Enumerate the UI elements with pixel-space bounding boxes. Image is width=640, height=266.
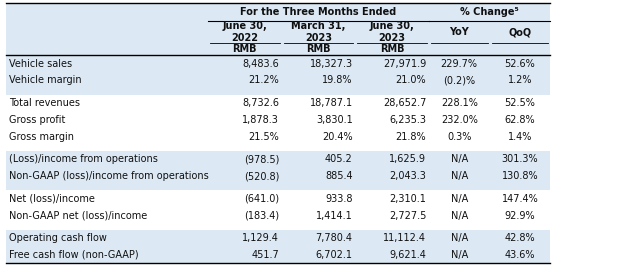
Text: 933.8: 933.8 — [325, 194, 353, 204]
Text: N/A: N/A — [451, 154, 468, 164]
Text: 130.8%: 130.8% — [502, 171, 538, 181]
Text: 52.6%: 52.6% — [504, 59, 536, 69]
Text: 1,414.1: 1,414.1 — [316, 210, 353, 221]
Text: (978.5): (978.5) — [244, 154, 279, 164]
Text: 8,732.6: 8,732.6 — [242, 98, 279, 108]
Text: 9,621.4: 9,621.4 — [389, 250, 426, 260]
Text: (Loss)/income from operations: (Loss)/income from operations — [9, 154, 158, 164]
Text: June 30,
2022: June 30, 2022 — [223, 21, 267, 43]
Text: 18,787.1: 18,787.1 — [310, 98, 353, 108]
Text: 2,043.3: 2,043.3 — [389, 171, 426, 181]
Bar — [6, 55, 550, 72]
Text: 2,727.5: 2,727.5 — [389, 210, 426, 221]
Text: % Change⁵: % Change⁵ — [460, 7, 519, 17]
Text: 27,971.9: 27,971.9 — [383, 59, 426, 69]
Text: N/A: N/A — [451, 194, 468, 204]
Text: 21.0%: 21.0% — [396, 76, 426, 85]
Text: Non-GAAP net (loss)/income: Non-GAAP net (loss)/income — [9, 210, 147, 221]
Text: 405.2: 405.2 — [325, 154, 353, 164]
Text: 18,327.3: 18,327.3 — [310, 59, 353, 69]
Text: (520.8): (520.8) — [244, 171, 279, 181]
Text: March 31,
2023: March 31, 2023 — [291, 21, 346, 43]
Text: (641.0): (641.0) — [244, 194, 279, 204]
Bar — [6, 3, 550, 55]
Text: June 30,
2023: June 30, 2023 — [370, 21, 414, 43]
Text: Gross margin: Gross margin — [9, 132, 74, 142]
Text: (0.2)%: (0.2)% — [443, 76, 476, 85]
Bar — [6, 72, 550, 89]
Bar — [6, 207, 550, 224]
Text: 1,878.3: 1,878.3 — [242, 115, 279, 125]
Text: 232.0%: 232.0% — [441, 115, 477, 125]
Text: 28,652.7: 28,652.7 — [383, 98, 426, 108]
Text: Free cash flow (non-GAAP): Free cash flow (non-GAAP) — [9, 250, 139, 260]
Text: 21.5%: 21.5% — [248, 132, 279, 142]
Text: N/A: N/A — [451, 233, 468, 243]
Text: 301.3%: 301.3% — [502, 154, 538, 164]
Bar — [6, 94, 550, 111]
Text: 43.6%: 43.6% — [505, 250, 535, 260]
Text: 8,483.6: 8,483.6 — [243, 59, 279, 69]
Text: 6,235.3: 6,235.3 — [389, 115, 426, 125]
Bar — [6, 230, 550, 247]
Text: 1,129.4: 1,129.4 — [242, 233, 279, 243]
Text: 0.3%: 0.3% — [447, 132, 472, 142]
Text: QoQ: QoQ — [508, 27, 532, 37]
Text: RMB: RMB — [380, 44, 404, 54]
Bar — [6, 185, 550, 190]
Text: 147.4%: 147.4% — [502, 194, 538, 204]
Bar — [6, 128, 550, 145]
Text: 451.7: 451.7 — [252, 250, 279, 260]
Bar — [6, 111, 550, 128]
Text: 6,702.1: 6,702.1 — [316, 250, 353, 260]
Text: 228.1%: 228.1% — [441, 98, 477, 108]
Text: 21.8%: 21.8% — [396, 132, 426, 142]
Text: 1.2%: 1.2% — [508, 76, 532, 85]
Text: Vehicle margin: Vehicle margin — [9, 76, 81, 85]
Text: 92.9%: 92.9% — [505, 210, 535, 221]
Text: YoY: YoY — [449, 27, 469, 37]
Bar — [6, 89, 550, 94]
Text: N/A: N/A — [451, 171, 468, 181]
Text: 19.8%: 19.8% — [322, 76, 353, 85]
Text: Total revenues: Total revenues — [9, 98, 80, 108]
Text: N/A: N/A — [451, 250, 468, 260]
Text: 885.4: 885.4 — [325, 171, 353, 181]
Text: 229.7%: 229.7% — [441, 59, 477, 69]
Text: N/A: N/A — [451, 210, 468, 221]
Text: Vehicle sales: Vehicle sales — [9, 59, 72, 69]
Text: Gross profit: Gross profit — [9, 115, 65, 125]
Text: 7,780.4: 7,780.4 — [316, 233, 353, 243]
Text: 1.4%: 1.4% — [508, 132, 532, 142]
Text: RMB: RMB — [232, 44, 257, 54]
Text: Non-GAAP (loss)/income from operations: Non-GAAP (loss)/income from operations — [9, 171, 209, 181]
Text: For the Three Months Ended: For the Three Months Ended — [240, 7, 397, 17]
Text: 42.8%: 42.8% — [505, 233, 535, 243]
Text: Operating cash flow: Operating cash flow — [9, 233, 107, 243]
Text: Net (loss)/income: Net (loss)/income — [9, 194, 95, 204]
Text: 52.5%: 52.5% — [504, 98, 536, 108]
Bar — [6, 224, 550, 230]
Bar — [6, 168, 550, 185]
Bar — [6, 145, 550, 151]
Bar — [6, 151, 550, 168]
Text: (183.4): (183.4) — [244, 210, 279, 221]
Bar — [6, 247, 550, 263]
Text: RMB: RMB — [306, 44, 331, 54]
Bar — [6, 190, 550, 207]
Text: 2,310.1: 2,310.1 — [389, 194, 426, 204]
Text: 1,625.9: 1,625.9 — [389, 154, 426, 164]
Text: 62.8%: 62.8% — [505, 115, 535, 125]
Text: 21.2%: 21.2% — [248, 76, 279, 85]
Text: 20.4%: 20.4% — [322, 132, 353, 142]
Text: 11,112.4: 11,112.4 — [383, 233, 426, 243]
Text: 3,830.1: 3,830.1 — [316, 115, 353, 125]
